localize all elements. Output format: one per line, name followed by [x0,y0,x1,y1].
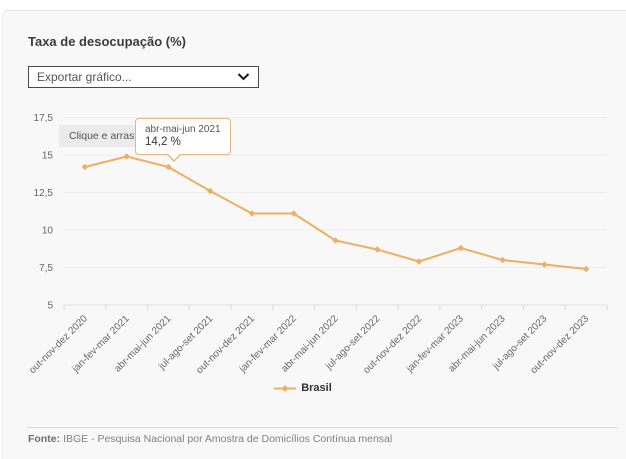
series-line-brasil [83,155,588,270]
y-axis-label: 12,5 [34,188,54,199]
data-point-marker[interactable] [457,244,465,252]
source-label: Fonte: [28,433,61,445]
data-point-marker[interactable] [499,256,506,264]
source-note: Fonte: IBGE - Pesquisa Nacional por Amost… [28,433,392,445]
data-point-marker[interactable] [206,187,214,195]
data-point-marker[interactable] [123,153,130,160]
legend-label: Brasil [301,382,332,394]
y-axis-label: 15 [42,151,54,162]
data-point-marker[interactable] [374,246,381,253]
chart-legend: Brasil [0,382,606,394]
source-text: IBGE - Pesquisa Nacional por Amostra de … [63,433,393,445]
export-select[interactable]: Exportar gráfico... [28,66,259,88]
tooltip-period: abr-mai-jun 2021 [145,124,221,135]
data-point-marker[interactable] [290,210,297,217]
data-point-marker[interactable] [332,237,339,244]
y-axis-label: 7,5 [39,263,53,274]
chart-tooltip: abr-mai-jun 2021 14,2 % [135,118,231,162]
chart-title: Taxa de desocupação (%) [28,34,186,49]
data-point-marker[interactable] [165,163,172,171]
y-axis-label: 17,5 [34,113,54,124]
footer-divider [27,427,617,428]
legend-item-brasil[interactable]: Brasil [274,382,332,394]
export-select-value: Exportar gráfico... [37,70,132,84]
legend-line-icon [274,384,297,392]
y-axis-label: 5 [47,301,53,312]
data-point-marker[interactable] [248,210,256,217]
data-point-marker[interactable] [541,261,548,268]
y-axis-label: 10 [42,226,54,237]
data-point-marker[interactable] [415,258,423,265]
chevron-down-icon [237,73,250,81]
data-point-marker[interactable] [81,163,89,171]
data-point-marker[interactable] [582,265,590,273]
tooltip-value: 14,2 % [145,136,181,148]
